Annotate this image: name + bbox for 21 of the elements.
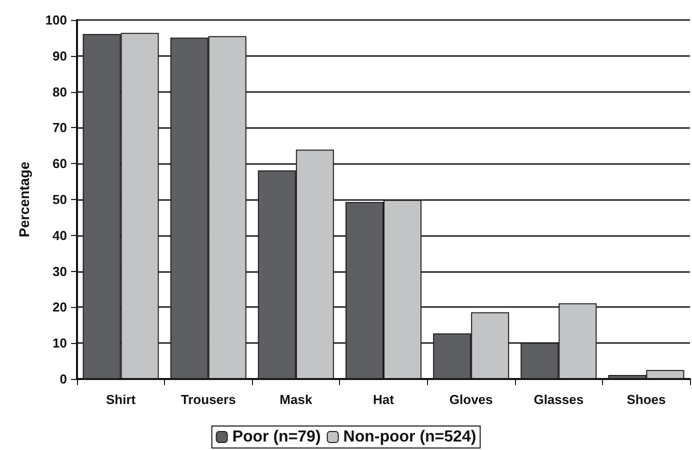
- y-tick-label: 100: [45, 12, 67, 28]
- x-tick-label: Gloves: [449, 392, 493, 407]
- legend-label: Poor (n=79): [232, 428, 321, 446]
- legend-label: Non-poor (n=524): [343, 428, 476, 446]
- x-tick-label: Glasses: [534, 392, 584, 407]
- x-tick-label: Trousers: [180, 392, 236, 407]
- y-tick-label: 0: [60, 372, 67, 386]
- x-tick-label: Shirt: [106, 392, 136, 407]
- y-tick-label: 60: [52, 156, 67, 172]
- x-tick-label: Hat: [373, 392, 395, 407]
- y-tick-label: 40: [52, 228, 67, 243]
- y-tick-label: 80: [52, 84, 67, 100]
- x-tick-label: Shoes: [626, 392, 666, 407]
- y-axis-title: Percentage: [16, 162, 32, 238]
- y-tick-label: 10: [52, 336, 67, 351]
- y-tick-label: 50: [52, 192, 67, 207]
- y-tick-label: 20: [52, 300, 67, 315]
- y-tick-label: 30: [52, 264, 67, 279]
- x-tick-label: Mask: [280, 392, 313, 407]
- y-tick-label: 70: [52, 120, 67, 136]
- y-tick-label: 90: [52, 48, 67, 64]
